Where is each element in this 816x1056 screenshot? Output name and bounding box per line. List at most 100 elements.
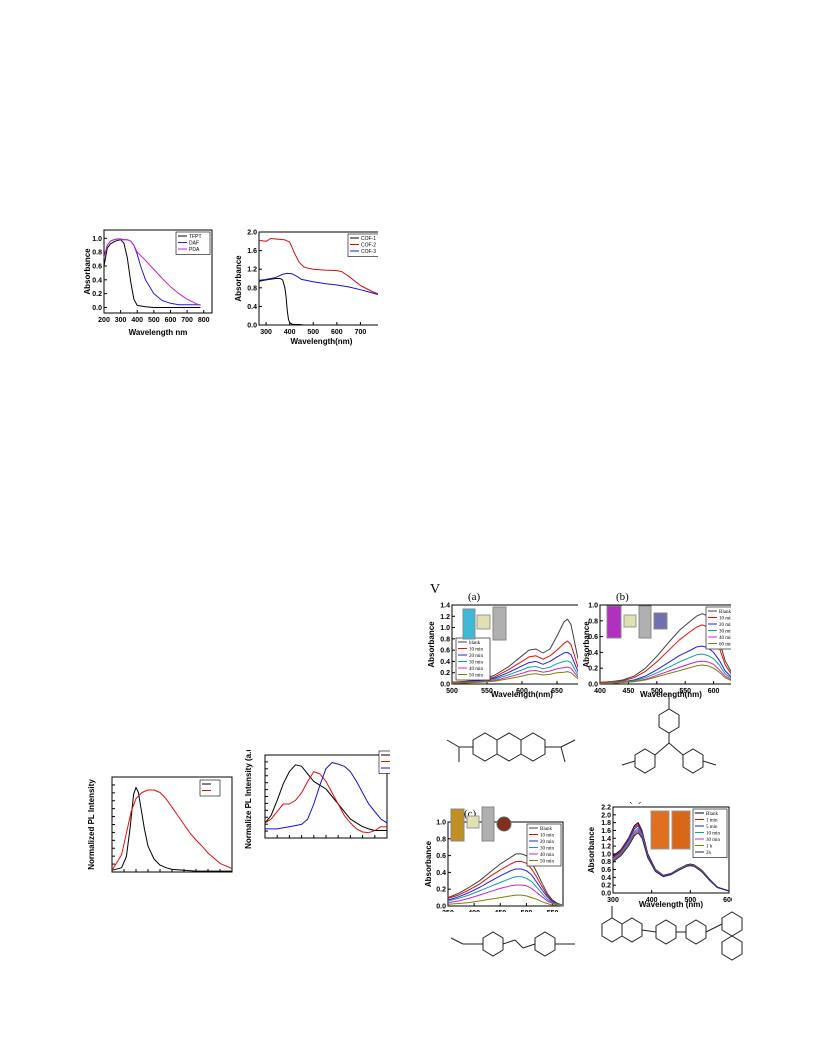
series-line — [447, 853, 564, 906]
chart-svg: 0.00.40.81.21.62.0300400500600700800Wave… — [234, 230, 390, 347]
legend-entry: Blank — [706, 812, 718, 817]
series-line — [447, 876, 564, 906]
plot-frame — [264, 754, 388, 839]
y-axis-title: Absorbance — [588, 826, 596, 873]
legend-entry: 5 min — [706, 825, 718, 830]
y-axis-title: Normalize PL Intensity (a.u) — [244, 750, 253, 849]
y-tick-label: 1.2 — [247, 267, 257, 274]
x-tick-label: 400 — [594, 688, 606, 695]
x-tick-label: 300 — [607, 897, 619, 904]
y-tick-label: 0.6 — [588, 634, 598, 641]
legend-entry: TFPT — [189, 234, 202, 240]
y-tick-label: 1.0 — [436, 820, 446, 827]
x-tick-label: 500 — [446, 688, 458, 695]
x-tick-label: 450 — [623, 688, 635, 695]
x-tick-label: 400 — [284, 329, 296, 336]
chart-dye-b: (b)0.00.20.40.60.81.0400450500550600650W… — [582, 588, 748, 718]
y-tick-label: 2.2 — [601, 805, 611, 812]
x-axis-title: Wavelength(nm) — [640, 690, 702, 699]
y-tick-label: 2.0 — [247, 230, 257, 237]
legend-entry: COF-1 — [361, 236, 376, 242]
series-line — [258, 272, 385, 297]
x-tick-label: 550 — [547, 910, 559, 912]
chart-uv-monomers: 0.0 0.2 0.4 0.6 0.8 1.0 200 300 400 500 600 700 800 W… — [80, 225, 230, 363]
x-axis-title: Wavelength(nm) — [291, 337, 353, 346]
chart-pl-2: Normalize PL Intensity (a.u) — [240, 744, 400, 877]
y-tick-label: 0.0 — [440, 682, 450, 689]
y-tick-label: 0.2 — [436, 887, 446, 894]
chart-svg: (b)0.00.20.40.60.81.0400450500550600650W… — [582, 591, 748, 699]
legend-entry: 10 min — [469, 648, 484, 653]
series-line — [447, 884, 564, 907]
legend-entry: Blank — [540, 827, 552, 832]
panel-label: (d) — [629, 802, 642, 805]
y-tick-label: 1.2 — [440, 614, 450, 621]
legend-entry: blank — [469, 641, 481, 646]
x-tick-label: 550 — [481, 688, 493, 695]
y-tick-label: 1.4 — [440, 603, 450, 610]
y-tick-label: 0.8 — [92, 250, 102, 257]
chart-svg: Normalized PL Intensity — [87, 776, 233, 873]
y-tick-label: 1.0 — [601, 851, 611, 858]
legend-box — [526, 823, 562, 867]
legend-entry: 40 min — [540, 853, 555, 858]
vial-photos-d — [650, 810, 691, 850]
y-tick-label: 0.0 — [436, 904, 446, 911]
y-tick-label: 0.4 — [601, 875, 611, 882]
series-line — [599, 653, 743, 684]
x-tick-label: 200 — [98, 317, 110, 324]
series-line — [612, 832, 730, 892]
series-line — [264, 771, 387, 834]
series-line — [447, 868, 564, 906]
legend-entry: 1 min — [706, 819, 718, 824]
series-line — [111, 789, 233, 871]
y-axis-title: Absorbance — [83, 248, 92, 295]
x-tick-label: 500 — [684, 897, 696, 904]
vial-photos-a — [462, 606, 507, 641]
y-tick-label: 0.6 — [601, 867, 611, 874]
y-tick-label: 1.0 — [92, 236, 102, 243]
y-tick-label: 2.0 — [601, 812, 611, 819]
structure-crystal-violet — [621, 693, 717, 774]
legend-entry: 60 min — [719, 643, 731, 648]
y-tick-label: 0.8 — [601, 859, 611, 866]
chart-svg: (a)0.00.20.40.60.81.01.21.45005506006507… — [427, 591, 598, 699]
chart-uv-cofs: 0.00.40.81.21.62.0300400500600700800Wave… — [232, 225, 390, 355]
y-tick-label: 0.2 — [588, 666, 598, 673]
plot-frame — [103, 229, 213, 314]
legend-entry: 40 min — [469, 667, 484, 672]
series-line — [600, 664, 743, 684]
x-tick-label: 800 — [198, 317, 210, 324]
x-tick-label: 700 — [181, 317, 193, 324]
structure-congo-red — [601, 906, 743, 961]
y-tick-label: 0.0 — [247, 323, 257, 330]
legend-entry: 30 min — [706, 838, 721, 843]
y-tick-label: 0.8 — [247, 285, 257, 292]
y-tick-label: 1.2 — [601, 844, 611, 851]
legend-entry: 2h — [706, 851, 712, 856]
series-line — [447, 861, 564, 906]
x-tick-label: 600 — [516, 688, 528, 695]
legend-entry: 50 min — [469, 674, 484, 679]
series-line — [258, 238, 385, 297]
y-axis-title: Absorbance — [428, 621, 436, 668]
panel-label: (b) — [616, 591, 629, 603]
series-line — [451, 671, 593, 684]
y-tick-label: 0.8 — [436, 836, 446, 843]
y-tick-label: 0.4 — [436, 870, 446, 877]
y-tick-label: 1.6 — [601, 828, 611, 835]
x-tick-label: 550 — [679, 688, 691, 695]
x-tick-label: 650 — [551, 688, 563, 695]
structure-methylene-blue — [446, 732, 576, 763]
x-tick-label: 700 — [355, 329, 367, 336]
chart-dye-d: (d) 0.00.20.40.60.81.01.21.41.61.82.02.2 3… — [587, 793, 735, 916]
series-line — [111, 786, 232, 872]
legend-entry: 20 min — [469, 654, 484, 659]
x-tick-label: 400 — [131, 317, 143, 324]
panel-label: (a) — [468, 591, 481, 603]
x-tick-label: 500 — [651, 688, 663, 695]
x-tick-label: 600 — [723, 897, 732, 904]
x-tick-label: 400 — [646, 897, 658, 904]
series-line — [265, 762, 388, 830]
x-tick-label: 350 — [442, 910, 454, 912]
